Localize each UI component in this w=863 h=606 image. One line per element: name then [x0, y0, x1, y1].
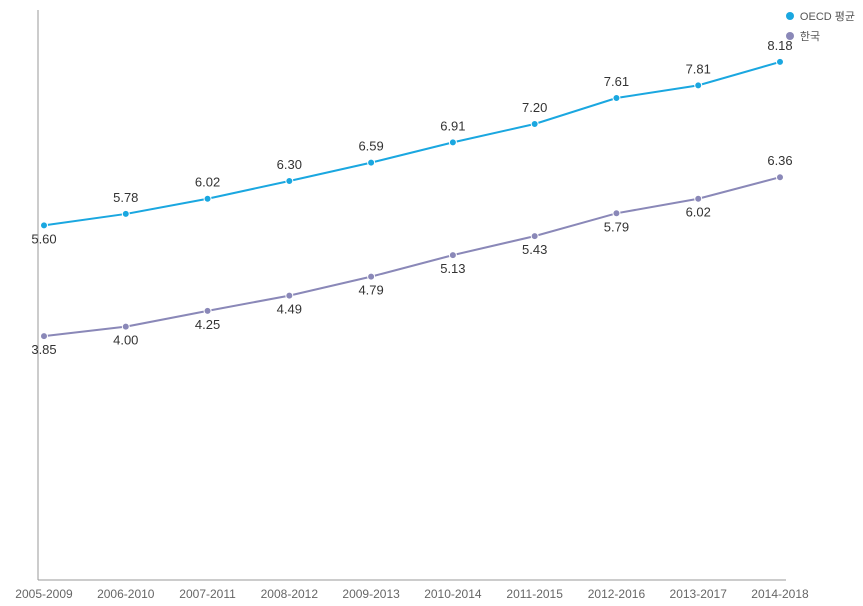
data-point-oecd [695, 82, 702, 89]
legend-dot-korea [786, 32, 794, 40]
data-label-korea: 5.43 [522, 242, 547, 257]
x-tick-label: 2008-2012 [261, 587, 319, 601]
data-point-korea [204, 307, 211, 314]
data-point-korea [449, 252, 456, 259]
data-point-oecd [368, 159, 375, 166]
x-tick-label: 2012-2016 [588, 587, 646, 601]
data-point-korea [613, 210, 620, 217]
x-tick-label: 2014-2018 [751, 587, 809, 601]
data-label-oecd: 6.91 [440, 118, 465, 133]
data-point-oecd [41, 222, 48, 229]
x-tick-label: 2011-2015 [506, 587, 563, 601]
line-chart: 2005-2009 2006-2010 2007-2011 2008-2012 2009… [0, 0, 863, 606]
data-label-korea: 4.79 [358, 283, 383, 298]
x-tick-label: 2009-2013 [342, 587, 400, 601]
legend-label-korea: 한국 [800, 28, 820, 44]
data-label-korea: 4.49 [277, 302, 302, 317]
data-point-oecd [122, 210, 129, 217]
x-tick-label: 2006-2010 [97, 587, 155, 601]
data-point-oecd [286, 178, 293, 185]
data-point-korea [41, 333, 48, 340]
data-label-oecd: 5.60 [31, 231, 56, 246]
data-label-oecd: 6.02 [195, 175, 220, 190]
data-point-korea [695, 195, 702, 202]
data-label-korea: 6.02 [686, 205, 711, 220]
data-label-korea: 4.00 [113, 333, 138, 348]
data-label-korea: 5.13 [440, 261, 465, 276]
data-label-oecd: 7.81 [686, 61, 711, 76]
x-tick-label: 2010-2014 [424, 587, 482, 601]
legend-label-oecd: OECD 평균 [800, 8, 855, 24]
data-label-korea: 3.85 [31, 342, 56, 357]
chart-canvas: 2005-2009 2006-2010 2007-2011 2008-2012 2009… [0, 0, 863, 606]
legend-dot-oecd [786, 12, 794, 20]
data-label-korea: 5.79 [604, 219, 629, 234]
data-point-korea [777, 174, 784, 181]
data-point-oecd [449, 139, 456, 146]
series-line-korea [44, 177, 780, 336]
data-label-oecd: 6.30 [277, 157, 302, 172]
data-point-korea [286, 292, 293, 299]
data-label-oecd: 7.61 [604, 74, 629, 89]
x-tick-label: 2005-2009 [15, 587, 73, 601]
data-point-oecd [777, 58, 784, 65]
data-point-korea [122, 323, 129, 330]
data-point-oecd [531, 121, 538, 128]
data-label-oecd: 6.59 [358, 139, 383, 154]
x-tick-label: 2007-2011 [179, 587, 236, 601]
data-label-oecd: 5.78 [113, 190, 138, 205]
data-label-korea: 6.36 [767, 153, 792, 168]
data-point-korea [531, 233, 538, 240]
data-point-korea [368, 273, 375, 280]
x-tick-label: 2013-2017 [670, 587, 728, 601]
data-point-oecd [204, 195, 211, 202]
legend-item-korea: 한국 [786, 28, 855, 44]
legend: OECD 평균 한국 [786, 8, 855, 48]
data-label-korea: 4.25 [195, 317, 220, 332]
data-label-oecd: 7.20 [522, 100, 547, 115]
series-line-oecd [44, 62, 780, 225]
legend-item-oecd: OECD 평균 [786, 8, 855, 24]
data-point-oecd [613, 95, 620, 102]
